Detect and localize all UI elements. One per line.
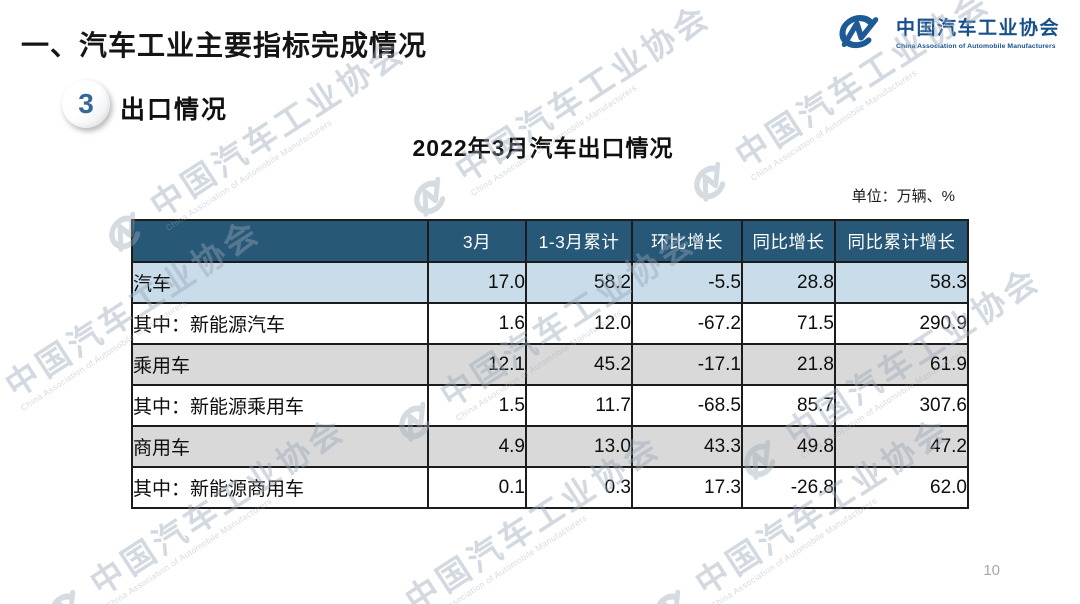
value-cell: -5.5 (631, 261, 743, 304)
table-title: 2022年3月汽车出口情况 (412, 135, 674, 161)
value-cell: -17.1 (631, 343, 743, 386)
caam-logo-watermark-icon (350, 599, 413, 604)
table-row: 其中：新能源乘用车 1.5 11.7 -68.5 85.7 307.6 (131, 384, 969, 427)
value-cell: 307.6 (834, 384, 969, 427)
row-label-cell: 商用车 (131, 425, 429, 468)
row-label-cell: 其中：新能源商用车 (131, 466, 429, 509)
value-cell: 12.0 (525, 302, 633, 345)
header-cell: 3月 (427, 219, 527, 263)
value-cell: 43.3 (631, 425, 743, 468)
value-cell: 62.0 (834, 466, 969, 509)
value-cell: 4.9 (427, 425, 527, 468)
value-cell: 17.3 (631, 466, 743, 509)
row-label-cell: 其中：新能源汽车 (131, 302, 429, 345)
table-row: 汽车 17.0 58.2 -5.5 28.8 58.3 (131, 261, 969, 304)
table-header-row: 3月 1-3月累计 环比增长 同比增长 同比累计增长 (131, 219, 969, 263)
value-cell: 45.2 (525, 343, 633, 386)
value-cell: 58.3 (834, 261, 969, 304)
table-row: 其中：新能源商用车 0.1 0.3 17.3 -26.8 62.0 (131, 466, 969, 509)
value-cell: 71.5 (741, 302, 836, 345)
value-cell: 1.5 (427, 384, 527, 427)
value-cell: 0.1 (427, 466, 527, 509)
caam-logo-watermark-icon (0, 384, 13, 443)
value-cell: 0.3 (525, 466, 633, 509)
page-title: 一、汽车工业主要指标完成情况 (21, 30, 428, 61)
table-row: 乘用车 12.1 45.2 -17.1 21.8 61.9 (131, 343, 969, 386)
caam-logo-watermark-icon (35, 582, 98, 604)
value-cell: 85.7 (741, 384, 836, 427)
export-data-table: 3月 1-3月累计 环比增长 同比增长 同比累计增长 汽车 17.0 58.2 -5.5 28.… (131, 219, 969, 509)
header-cell: 同比累计增长 (834, 219, 969, 263)
page-number: 10 (983, 562, 1000, 579)
unit-note: 单位：万辆、% (851, 188, 955, 205)
table-body: 汽车 17.0 58.2 -5.5 28.8 58.3 其中：新能源汽车 1.6 12.0 -67… (131, 261, 969, 509)
table-row: 其中：新能源汽车 1.6 12.0 -67.2 71.5 290.9 (131, 302, 969, 345)
caam-logo-icon (831, 13, 887, 53)
value-cell: 12.1 (427, 343, 527, 386)
value-cell: 61.9 (834, 343, 969, 386)
section-number-badge: 3 (62, 80, 110, 128)
caam-logo-name-en: China Association of Automobile Manufact… (895, 43, 1056, 50)
row-label-cell: 汽车 (131, 261, 429, 304)
caam-logo-watermark-icon (640, 582, 703, 604)
caam-logo-name-zh: 中国汽车工业协会 (895, 18, 1060, 39)
row-label-cell: 乘用车 (131, 343, 429, 386)
value-cell: -26.8 (741, 466, 836, 509)
value-cell: 17.0 (427, 261, 527, 304)
value-cell: 47.2 (834, 425, 969, 468)
value-cell: 1.6 (427, 302, 527, 345)
header-cell: 同比增长 (741, 219, 836, 263)
value-cell: -68.5 (631, 384, 743, 427)
header-cell: 1-3月累计 (525, 219, 633, 263)
table-row: 商用车 4.9 13.0 43.3 49.8 47.2 (131, 425, 969, 468)
value-cell: 290.9 (834, 302, 969, 345)
value-cell: 28.8 (741, 261, 836, 304)
table-header: 3月 1-3月累计 环比增长 同比增长 同比累计增长 (131, 219, 969, 263)
row-label-cell: 其中：新能源乘用车 (131, 384, 429, 427)
value-cell: 58.2 (525, 261, 633, 304)
value-cell: 21.8 (741, 343, 836, 386)
caam-logo-text: 中国汽车工业协会 China Association of Automobile… (896, 13, 1060, 50)
value-cell: 49.8 (741, 425, 836, 468)
header-cell-empty (131, 219, 429, 263)
value-cell: 11.7 (525, 384, 633, 427)
value-cell: 13.0 (525, 425, 633, 468)
header-cell: 环比增长 (631, 219, 743, 263)
caam-logo: 中国汽车工业协会 China Association of Automobile… (831, 13, 1060, 53)
section-label: 出口情况 (120, 96, 229, 124)
value-cell: -67.2 (631, 302, 743, 345)
